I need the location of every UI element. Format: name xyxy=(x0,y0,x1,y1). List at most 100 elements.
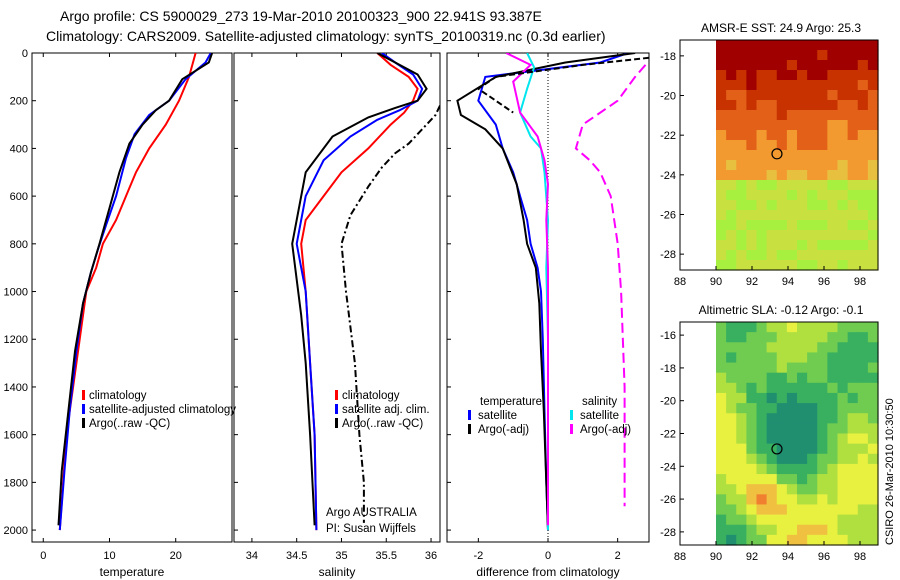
map-cell xyxy=(817,210,828,221)
map-cell xyxy=(827,100,839,111)
map-cell xyxy=(736,200,747,211)
map-cell xyxy=(807,250,818,261)
map-cell xyxy=(817,230,828,241)
map-cell xyxy=(766,433,778,445)
map-cell xyxy=(847,50,859,61)
map-cell xyxy=(756,494,768,506)
y-tick-label: -26 xyxy=(660,209,676,221)
map-cell xyxy=(837,504,849,516)
map-cell xyxy=(786,443,798,455)
map-cell xyxy=(857,140,869,151)
map-cell xyxy=(797,110,808,121)
y-tick-label: -16 xyxy=(660,330,676,342)
map-cell xyxy=(786,453,798,465)
map-cell xyxy=(716,70,727,81)
map-cell xyxy=(756,534,768,546)
x-tick-label: 35.5 xyxy=(376,550,397,562)
map-cell xyxy=(817,484,828,495)
map-cell xyxy=(726,220,737,231)
map-cell xyxy=(776,413,788,424)
map-cell xyxy=(726,413,737,424)
map-cell xyxy=(716,423,727,435)
map-cell xyxy=(716,100,727,111)
map-cell xyxy=(837,322,849,333)
figure-title-line1: Argo profile: CS 5900029_273 19-Mar-2010… xyxy=(60,8,542,24)
y-tick-label: 1800 xyxy=(4,477,28,489)
map-cell xyxy=(857,180,869,191)
map-cell xyxy=(726,60,737,71)
map-cell xyxy=(776,80,788,91)
map-cell xyxy=(736,372,747,384)
map-cell xyxy=(867,514,879,526)
map-cell xyxy=(847,180,859,191)
map-cell xyxy=(766,403,778,414)
map-cell xyxy=(776,110,788,121)
map-cell xyxy=(857,190,869,201)
series-line-satellite xyxy=(295,53,424,531)
map-cell xyxy=(746,210,758,221)
map-cell xyxy=(766,260,778,271)
map-cell xyxy=(756,250,768,261)
map-cell xyxy=(817,403,828,414)
map-cell xyxy=(786,504,798,516)
map-cell xyxy=(807,352,818,364)
map-cell xyxy=(807,392,818,404)
argo-float-marker xyxy=(771,443,783,455)
map-cell xyxy=(867,210,879,221)
map-cell xyxy=(847,504,859,516)
map-cell xyxy=(756,70,768,81)
map-cell xyxy=(716,160,727,171)
map-cell xyxy=(726,342,737,354)
y-tick-label: -24 xyxy=(660,170,676,182)
map-cell xyxy=(847,433,859,445)
map-cell xyxy=(837,342,849,354)
map-cell xyxy=(817,322,828,333)
legend-label: temperature xyxy=(480,396,542,408)
map-cell xyxy=(756,240,768,251)
map-cell xyxy=(837,100,849,111)
map-cell xyxy=(807,60,818,71)
map-cell xyxy=(776,494,788,506)
map-cell xyxy=(827,413,839,424)
series-line-argo xyxy=(57,53,214,526)
map-cell xyxy=(766,60,778,71)
map-cell xyxy=(857,474,869,485)
y-tick-label: 2000 xyxy=(4,525,28,537)
map-cell xyxy=(837,352,849,364)
sla-map-panel: 88 90 92 94 96 98 -16 -18 -20 -22 -24 -26 -28 Altimet… xyxy=(660,303,879,563)
map-cell xyxy=(807,130,818,141)
map-cell xyxy=(817,413,828,424)
map-cell xyxy=(847,170,859,181)
map-cell xyxy=(716,170,727,181)
map-field xyxy=(716,322,879,546)
map-cell xyxy=(797,322,808,333)
map-cell xyxy=(736,40,747,51)
map-cell xyxy=(766,494,778,506)
map-cell xyxy=(837,443,849,455)
map-cell xyxy=(857,494,869,506)
map-cell xyxy=(756,392,768,404)
map-cell xyxy=(807,80,818,91)
map-cell xyxy=(807,382,818,394)
map-cell xyxy=(766,352,778,364)
map-cell xyxy=(827,352,839,364)
map-cell xyxy=(746,494,758,506)
map-cell xyxy=(847,220,859,231)
map-cell xyxy=(837,110,849,121)
map-cell xyxy=(847,342,859,354)
map-cell xyxy=(837,534,849,546)
map-cell xyxy=(857,504,869,516)
map-cell xyxy=(746,484,758,495)
map-cell xyxy=(746,534,758,546)
y-tick-label: -28 xyxy=(660,249,676,261)
map-cell xyxy=(756,80,768,91)
legend-label: salinity xyxy=(582,396,617,408)
y-tick-label: 1400 xyxy=(4,382,28,394)
map-cell xyxy=(837,494,849,506)
map-cell xyxy=(776,100,788,111)
map-cell xyxy=(807,332,818,343)
map-cell xyxy=(867,250,879,261)
map-cell xyxy=(847,120,859,131)
map-cell xyxy=(807,534,818,546)
map-cell xyxy=(766,413,778,424)
